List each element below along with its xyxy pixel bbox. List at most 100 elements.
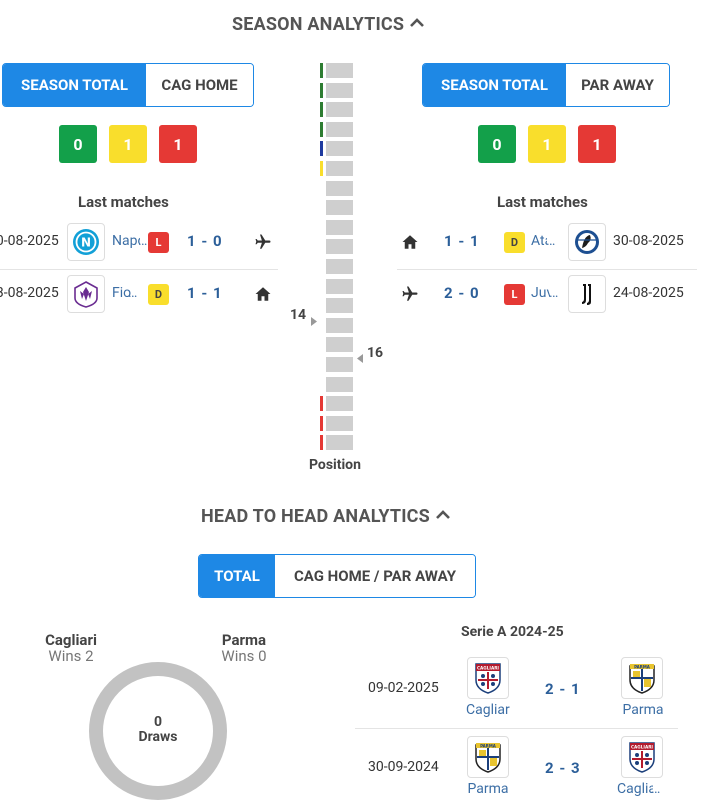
tab-total[interactable]: TOTAL xyxy=(199,555,275,597)
chevron-up-icon[interactable] xyxy=(410,16,425,32)
position-zone-marker xyxy=(320,102,323,118)
plane-icon xyxy=(400,284,420,304)
match-score[interactable]: 1 - 1 xyxy=(444,232,480,250)
team-name-ellipsis: … xyxy=(549,285,559,301)
h2h-tabs: TOTAL CAG HOME / PAR AWAY xyxy=(198,554,476,598)
team-name-ellipsis: … xyxy=(128,285,138,301)
tab-season-total-left[interactable]: SEASON TOTAL xyxy=(3,64,146,106)
position-row xyxy=(326,396,353,412)
h2h-matches-list: 09-02-2025 CAGLIARI Cagliari 2 - 1 PARMA… xyxy=(355,650,680,810)
tab-cag-home-par-away[interactable]: CAG HOME / PAR AWAY xyxy=(275,555,475,597)
position-zone-marker xyxy=(320,161,323,176)
tab-season-total-right[interactable]: SEASON TOTAL xyxy=(423,64,566,106)
atalanta-logo xyxy=(568,223,606,261)
napoli-logo: N xyxy=(67,223,105,261)
position-zone-marker xyxy=(320,396,323,412)
h2h-match-date: 09-02-2025 xyxy=(368,680,439,696)
position-row xyxy=(326,63,353,78)
cagliari-logo: CAGLIARI xyxy=(467,657,509,699)
right-last-matches-list: 1 - 1 D Atalanta … 30-08-2025 2 - 0 L Ju… xyxy=(397,222,697,322)
team-name[interactable]: Atalanta xyxy=(531,233,547,249)
position-row xyxy=(326,357,353,372)
position-row xyxy=(326,298,353,314)
position-row xyxy=(326,415,353,431)
match-date: 24-08-2025 xyxy=(613,285,684,301)
right-wins-badge: 0 xyxy=(478,125,516,163)
team-name-ellipsis: … xyxy=(138,233,148,249)
match-score[interactable]: 1 - 1 xyxy=(187,284,223,302)
team-name-ellipsis: … xyxy=(546,233,556,249)
position-row xyxy=(326,82,353,98)
left-last-matches-list: 30-08-2025 N Napoli … L 1 - 0 23-08-2025… xyxy=(0,222,278,322)
match-score[interactable]: 2 - 0 xyxy=(444,284,480,302)
position-zone-marker xyxy=(320,435,323,451)
match-score[interactable]: 1 - 0 xyxy=(187,232,223,250)
draws-label: Draws xyxy=(138,729,178,745)
right-season-tabs: SEASON TOTAL PAR AWAY xyxy=(422,63,670,107)
team-name-ellipsis: … xyxy=(651,781,661,797)
h2h-home-wins: Wins 2 xyxy=(48,647,94,665)
h2h-match-score[interactable]: 2 - 1 xyxy=(545,680,581,698)
home-icon xyxy=(400,232,420,252)
result-badge: L xyxy=(148,232,169,253)
position-zone-marker xyxy=(320,141,323,157)
competition-title: Serie A 2024-25 xyxy=(461,624,564,640)
h2h-away-team-name: Parma xyxy=(221,631,267,649)
left-wins-badge: 0 xyxy=(59,125,97,163)
home-icon xyxy=(253,284,273,304)
h2h-away-wins: Wins 0 xyxy=(221,647,267,665)
tab-par-away[interactable]: PAR AWAY xyxy=(566,64,669,106)
svg-text:CAGLIARI: CAGLIARI xyxy=(631,745,653,750)
right-position-label: 16 xyxy=(367,345,384,361)
position-row xyxy=(326,239,353,255)
h2h-away-name[interactable]: Cagliari xyxy=(617,781,653,797)
tab-cag-home[interactable]: CAG HOME xyxy=(146,64,253,106)
position-row xyxy=(326,180,353,196)
position-row xyxy=(326,317,353,333)
h2h-away-name[interactable]: Parma xyxy=(622,702,664,718)
right-position-arrow-icon xyxy=(357,348,363,367)
position-row xyxy=(326,102,353,118)
season-analytics-title: SEASON ANALYTICS xyxy=(232,14,405,35)
result-badge: D xyxy=(504,232,525,253)
position-row xyxy=(326,219,353,235)
team-name[interactable]: Juventus xyxy=(531,285,550,301)
row-divider xyxy=(355,728,678,729)
left-losses-badge: 1 xyxy=(159,125,197,163)
juventus-logo xyxy=(568,275,606,313)
right-losses-badge: 1 xyxy=(578,125,616,163)
match-date: 30-08-2025 xyxy=(613,233,684,249)
h2h-analytics-title: HEAD TO HEAD ANALYTICS xyxy=(201,506,430,527)
position-row xyxy=(326,161,353,176)
left-season-tabs: SEASON TOTAL CAG HOME xyxy=(2,63,254,107)
fiorentina-logo xyxy=(67,275,105,313)
position-zone-marker xyxy=(320,63,323,78)
svg-text:PARMA: PARMA xyxy=(634,664,651,669)
match-date: 23-08-2025 xyxy=(0,285,59,301)
svg-text:N: N xyxy=(81,236,91,250)
h2h-match-date: 30-09-2024 xyxy=(368,759,439,775)
h2h-home-name[interactable]: Parma xyxy=(467,781,509,797)
h2h-away-team: Parma Wins 0 xyxy=(210,631,278,665)
season-analytics-header[interactable]: SEASON ANALYTICS xyxy=(232,14,425,35)
left-draws-badge: 1 xyxy=(109,125,147,163)
h2h-home-name[interactable]: Cagliari xyxy=(466,702,510,718)
chevron-up-icon[interactable] xyxy=(436,508,450,524)
h2h-match-score[interactable]: 2 - 3 xyxy=(545,759,581,777)
right-last-matches-title: Last matches xyxy=(497,193,588,211)
row-divider xyxy=(397,269,697,270)
position-row xyxy=(326,200,353,216)
team-name[interactable]: Napoli xyxy=(112,233,140,249)
position-row xyxy=(326,337,353,353)
position-row xyxy=(326,376,353,392)
right-draws-badge: 1 xyxy=(528,125,566,163)
team-name[interactable]: Fiorentina xyxy=(112,285,132,301)
left-last-matches-title: Last matches xyxy=(78,193,169,211)
h2h-analytics-header[interactable]: HEAD TO HEAD ANALYTICS xyxy=(201,506,450,527)
h2h-home-team-name: Cagliari xyxy=(45,631,97,649)
position-row xyxy=(326,141,353,157)
position-row xyxy=(326,278,353,294)
draws-count: 0 xyxy=(153,714,163,730)
cagliari-logo: CAGLIARI xyxy=(621,736,663,778)
left-position-arrow-icon xyxy=(311,311,317,330)
